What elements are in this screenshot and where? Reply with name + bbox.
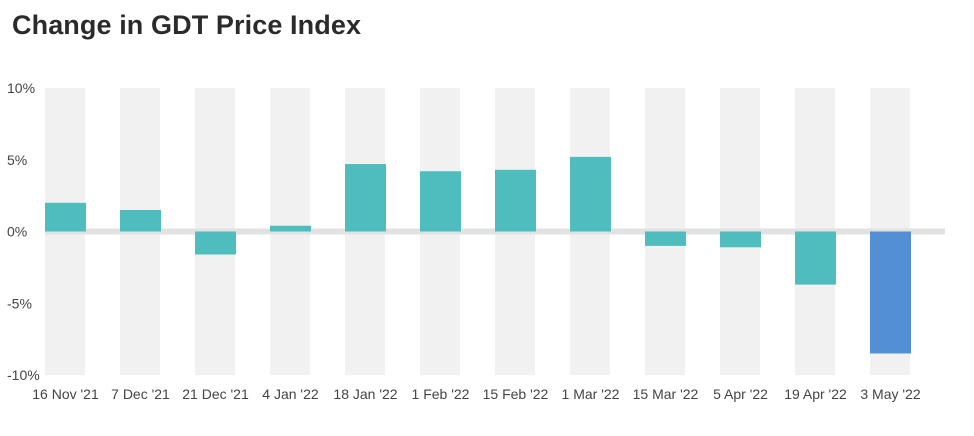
y-tick-label: -5% <box>7 295 32 311</box>
y-tick-label: 10% <box>7 80 35 96</box>
x-tick-label: 5 Apr '22 <box>713 386 768 402</box>
x-tick-label: 18 Jan '22 <box>333 386 397 402</box>
bar[interactable] <box>345 164 386 232</box>
bar[interactable] <box>570 156 611 232</box>
bar[interactable] <box>720 231 761 248</box>
bar[interactable] <box>495 169 536 232</box>
x-tick-label: 16 Nov '21 <box>32 386 99 402</box>
bar[interactable] <box>795 231 836 285</box>
x-tick-label: 21 Dec '21 <box>182 386 249 402</box>
x-tick-label: 1 Mar '22 <box>562 386 620 402</box>
x-tick-label: 19 Apr '22 <box>784 386 847 402</box>
bar[interactable] <box>270 225 311 232</box>
x-tick-label: 15 Mar '22 <box>633 386 699 402</box>
y-tick-label: 5% <box>7 152 27 168</box>
bar[interactable] <box>645 231 686 246</box>
x-tick-label: 1 Feb '22 <box>412 386 470 402</box>
bar[interactable] <box>195 231 236 255</box>
chart-title: Change in GDT Price Index <box>12 10 362 40</box>
x-tick-label: 3 May '22 <box>860 386 920 402</box>
bar[interactable] <box>420 171 461 232</box>
bars <box>45 156 911 354</box>
x-tick-label: 7 Dec '21 <box>111 386 170 402</box>
x-axis-ticks: 16 Nov '21 7 Dec '21 21 Dec '21 4 Jan '22 18… <box>32 386 921 402</box>
y-tick-label: -10% <box>7 367 40 383</box>
y-axis-ticks: 10% 5% 0% -5% -10% <box>7 80 40 383</box>
y-tick-label: 0% <box>7 224 27 240</box>
x-tick-label: 4 Jan '22 <box>262 386 319 402</box>
x-tick-label: 15 Feb '22 <box>483 386 549 402</box>
bar[interactable] <box>120 209 161 232</box>
bar[interactable] <box>870 231 911 354</box>
bar[interactable] <box>45 202 86 232</box>
